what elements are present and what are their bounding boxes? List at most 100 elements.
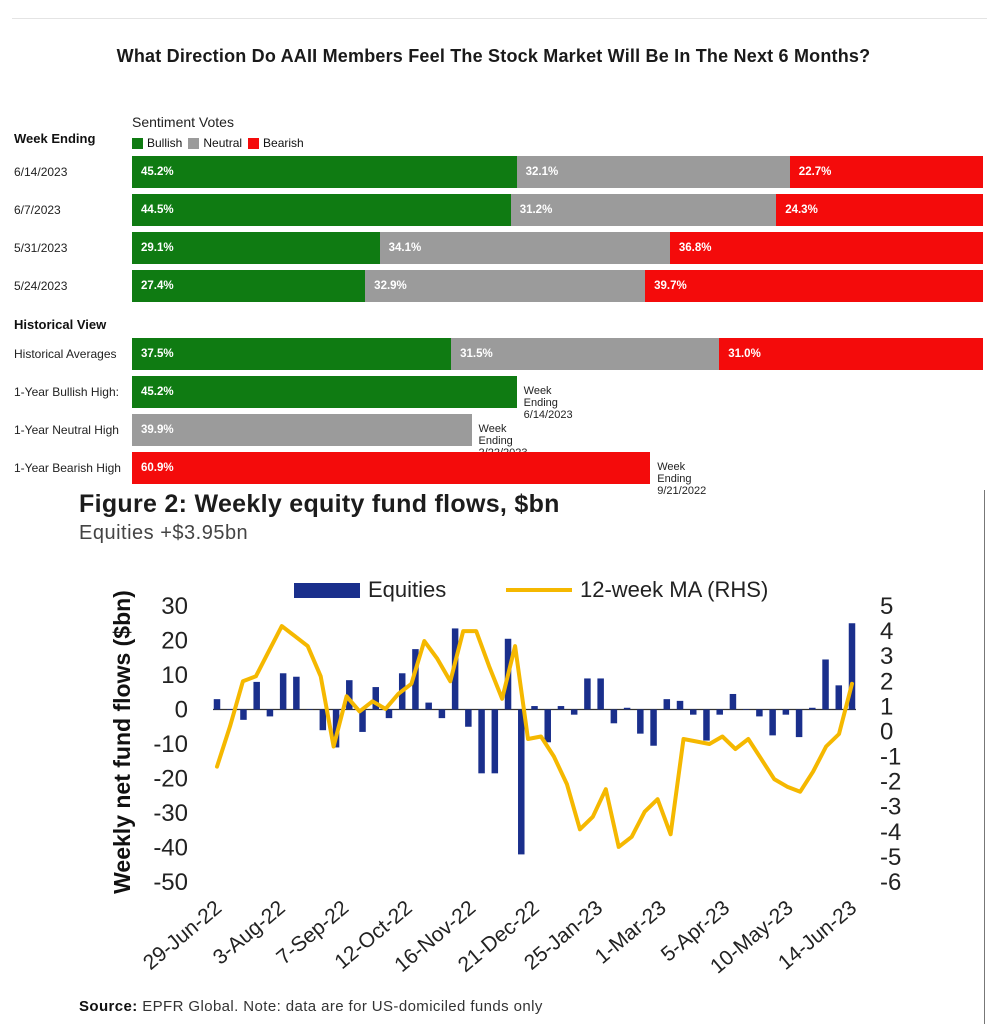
- week-row-label: 5/31/2023: [14, 241, 68, 255]
- week-row-label: 6/7/2023: [14, 203, 61, 217]
- week-ending-heading: Week Ending: [14, 131, 96, 146]
- equities-bar: [690, 709, 697, 715]
- equities-bar: [266, 709, 274, 717]
- right-axis-tick-label: 5: [880, 593, 893, 620]
- bullish-segment: 37.5%: [132, 338, 452, 370]
- bearish-segment: 36.8%: [669, 232, 983, 264]
- bearish-swatch: [248, 137, 260, 149]
- equities-bar: [465, 709, 472, 727]
- left-axis-tick-label: -30: [153, 800, 188, 827]
- equities-bar: [557, 706, 565, 710]
- equities-bar: [438, 709, 446, 719]
- equities-bar: [253, 681, 260, 710]
- left-axis-tick-label: -20: [153, 766, 188, 793]
- neutral-high-label: 1-Year Neutral High: [14, 423, 119, 437]
- bullish-segment: 44.5%: [132, 194, 511, 226]
- equities-bar: [584, 678, 591, 710]
- equities-bar: [835, 685, 843, 710]
- sentiment-legend: Bullish Neutral Bearish: [132, 136, 310, 150]
- week-row-label: 6/14/2023: [14, 165, 68, 179]
- legend-bearish-label: Bearish: [263, 136, 304, 150]
- figure2-subtitle: Equities +$3.95bn: [79, 522, 249, 544]
- legend-equities-label: Equities: [368, 577, 446, 602]
- equities-bar: [650, 709, 657, 746]
- equities-bar: [491, 709, 499, 774]
- source-label: Source:: [79, 998, 138, 1015]
- historical-view-heading: Historical View: [14, 317, 107, 332]
- equities-bar: [412, 649, 419, 710]
- bearish-segment: 24.3%: [776, 194, 983, 226]
- right-axis-tick-label: -1: [880, 744, 901, 771]
- bearish-segment: 31.0%: [719, 338, 983, 370]
- neutral-swatch: [188, 137, 200, 149]
- equities-bar: [795, 709, 803, 738]
- right-axis-tick-label: 2: [880, 668, 893, 695]
- week-stacked-bar: 45.2% 32.1% 22.7%: [132, 156, 983, 188]
- equities-bar: [769, 709, 776, 736]
- equities-bar: [385, 709, 393, 719]
- equities-bar: [742, 709, 750, 710]
- legend-ma-label: 12-week MA (RHS): [580, 577, 768, 602]
- equities-bar: [676, 700, 684, 710]
- bearish-high-note: Week Ending 9/21/2022: [657, 461, 707, 497]
- equities-bar: [822, 659, 829, 710]
- bullish-swatch: [132, 137, 143, 149]
- x-axis-tick-label: 29-Jun-22: [139, 896, 226, 974]
- bullish-high-segment: 45.2%: [132, 376, 517, 408]
- right-axis-tick-label: -5: [880, 844, 901, 871]
- bearish-high-segment: 60.9%: [132, 452, 651, 484]
- equities-bar: [848, 623, 856, 710]
- bearish-segment: 39.7%: [645, 270, 983, 302]
- equities-bar: [359, 709, 366, 732]
- legend-neutral-label: Neutral: [203, 136, 243, 150]
- equities-bar: [531, 706, 538, 710]
- historical-stacked-bar: 37.5% 31.5% 31.0%: [132, 338, 983, 370]
- bearish-high-label: 1-Year Bearish High: [14, 461, 121, 475]
- left-axis-tick-label: -50: [153, 869, 188, 896]
- equities-bar: [570, 709, 578, 715]
- neutral-high-bar: 39.9% Week Ending 2/22/2023: [132, 414, 527, 459]
- left-axis-tick-label: -40: [153, 835, 188, 862]
- left-axis-tick-label: 30: [161, 593, 188, 620]
- equities-bar: [293, 676, 300, 710]
- legend-bullish: Bullish: [132, 136, 182, 150]
- bullish-segment: 27.4%: [132, 270, 366, 302]
- neutral-segment: 32.9%: [365, 270, 646, 302]
- equities-bar: [478, 709, 485, 774]
- equities-bar: [332, 709, 340, 748]
- legend-neutral: Neutral: [188, 136, 242, 150]
- historical-row-label: Historical Averages: [14, 347, 117, 361]
- equities-bar: [518, 709, 525, 855]
- equities-bar: [703, 709, 710, 741]
- right-axis-tick-label: -4: [880, 819, 901, 846]
- sentiment-votes-label: Sentiment Votes: [132, 114, 234, 130]
- equities-bar: [425, 702, 432, 710]
- bullish-high-note: Week Ending 6/14/2023: [523, 385, 573, 421]
- right-axis-tick-label: -3: [880, 794, 901, 821]
- equities-bar: [319, 709, 327, 731]
- legend-bearish: Bearish: [248, 136, 304, 150]
- left-axis-tick-label: 20: [161, 628, 188, 655]
- equities-bar: [756, 709, 763, 717]
- aaii-chart-title: What Direction Do AAII Members Feel The …: [116, 46, 871, 66]
- source-text: EPFR Global. Note: data are for US-domic…: [137, 998, 543, 1015]
- right-axis-tick-label: -2: [880, 769, 901, 796]
- left-axis-tick-label: 0: [175, 697, 188, 724]
- bullish-high-label: 1-Year Bullish High:: [14, 385, 119, 399]
- figure2-title: Figure 2: Weekly equity fund flows, $bn: [79, 490, 560, 518]
- left-axis-tick-label: -10: [153, 731, 188, 758]
- top-divider: [12, 18, 987, 19]
- right-axis-tick-label: 0: [880, 718, 893, 745]
- figure-border-line: [984, 490, 985, 1024]
- equities-bar: [372, 687, 379, 710]
- equities-bar: [809, 707, 816, 710]
- bearish-high-bar: 60.9% Week Ending 9/21/2022: [132, 452, 706, 497]
- equities-bar: [610, 709, 618, 724]
- right-axis-tick-label: 1: [880, 693, 893, 720]
- week-stacked-bar: 27.4% 32.9% 39.7%: [132, 270, 983, 302]
- neutral-high-segment: 39.9%: [132, 414, 472, 446]
- neutral-segment: 34.1%: [379, 232, 670, 264]
- week-row-label: 5/24/2023: [14, 279, 68, 293]
- equities-bar: [729, 693, 737, 710]
